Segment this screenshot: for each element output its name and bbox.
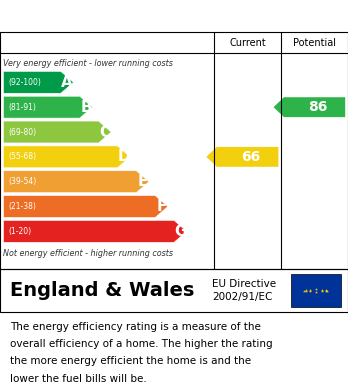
Text: Potential: Potential	[293, 38, 336, 48]
Polygon shape	[3, 72, 73, 93]
Text: E: E	[137, 174, 148, 189]
Bar	[291, 274, 341, 307]
Text: EU Directive
2002/91/EC: EU Directive 2002/91/EC	[212, 279, 276, 302]
Text: (55-68): (55-68)	[9, 152, 37, 161]
Text: 86: 86	[308, 100, 328, 114]
Text: the more energy efficient the home is and the: the more energy efficient the home is an…	[10, 357, 252, 366]
Text: Current: Current	[229, 38, 266, 48]
Polygon shape	[3, 146, 130, 168]
Text: F: F	[156, 199, 167, 214]
Text: (69-80): (69-80)	[9, 127, 37, 136]
Polygon shape	[3, 221, 187, 242]
Text: Energy Efficiency Rating: Energy Efficiency Rating	[54, 7, 294, 25]
Text: (1-20): (1-20)	[9, 227, 32, 236]
Text: C: C	[100, 124, 111, 140]
Text: D: D	[118, 149, 130, 164]
Text: (39-54): (39-54)	[9, 177, 37, 186]
Text: (81-91): (81-91)	[9, 103, 37, 112]
Text: B: B	[80, 100, 92, 115]
Text: (21-38): (21-38)	[9, 202, 37, 211]
Text: (92-100): (92-100)	[9, 78, 41, 87]
Polygon shape	[3, 121, 111, 143]
Polygon shape	[3, 171, 149, 193]
Text: The energy efficiency rating is a measure of the: The energy efficiency rating is a measur…	[10, 322, 261, 332]
Polygon shape	[3, 96, 92, 118]
Text: England & Wales: England & Wales	[10, 281, 195, 300]
Text: 66: 66	[242, 150, 261, 164]
Polygon shape	[206, 147, 278, 167]
Polygon shape	[3, 196, 168, 217]
Text: overall efficiency of a home. The higher the rating: overall efficiency of a home. The higher…	[10, 339, 273, 349]
Text: Not energy efficient - higher running costs: Not energy efficient - higher running co…	[3, 249, 174, 258]
Text: Very energy efficient - lower running costs: Very energy efficient - lower running co…	[3, 59, 173, 68]
Polygon shape	[274, 97, 345, 117]
Text: A: A	[61, 75, 73, 90]
Text: lower the fuel bills will be.: lower the fuel bills will be.	[10, 374, 147, 384]
Text: G: G	[174, 224, 187, 239]
